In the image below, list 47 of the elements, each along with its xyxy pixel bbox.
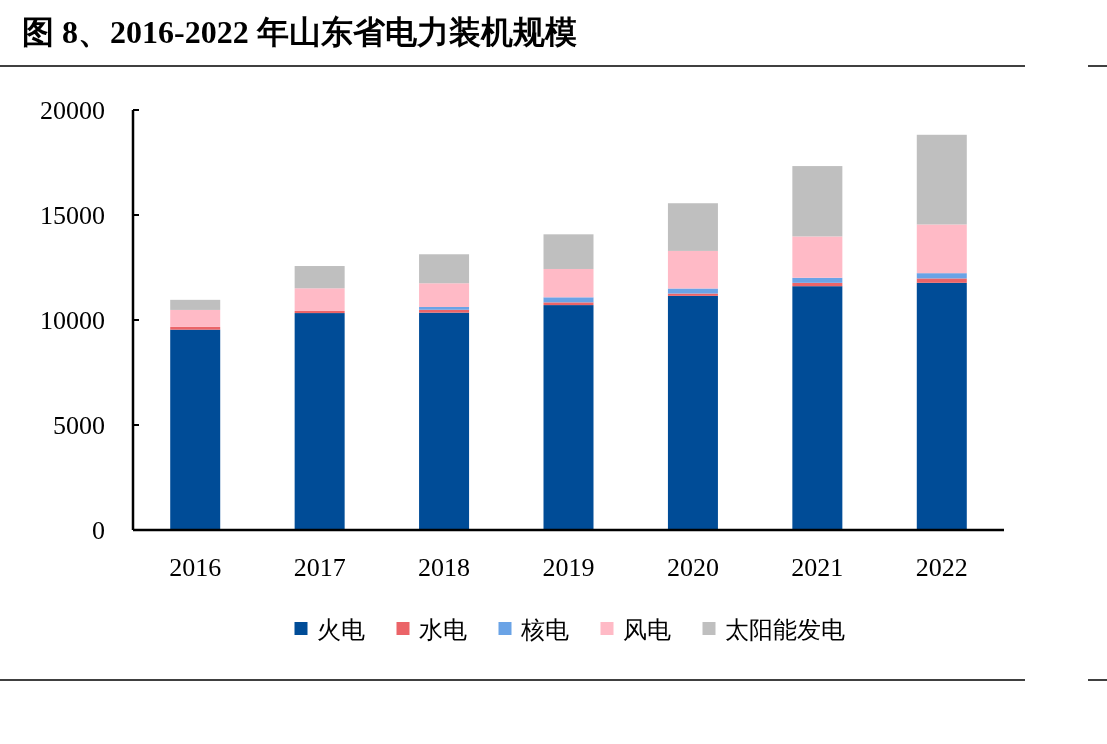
bar (543, 302, 594, 306)
bar (916, 134, 967, 225)
bar (294, 266, 345, 289)
legend-label: 水电 (418, 617, 467, 643)
y-tick-label: 20000 (40, 96, 105, 125)
bar (170, 326, 221, 330)
x-tick-label: 2016 (169, 553, 222, 582)
legend-label: 火电 (316, 617, 365, 643)
bar (792, 286, 843, 530)
bar (543, 234, 594, 269)
bar (667, 288, 718, 294)
x-tick-label: 2017 (293, 553, 346, 582)
bar (170, 309, 221, 327)
bar (294, 288, 345, 311)
legend-label: 太阳能发电 (724, 617, 845, 643)
bar (916, 273, 967, 279)
bar (792, 277, 843, 283)
bar (792, 236, 843, 278)
x-tick-label: 2021 (791, 553, 844, 582)
bar (294, 310, 345, 314)
bar (419, 312, 470, 530)
bar (543, 297, 594, 303)
bar (419, 254, 470, 284)
title: 图 8、2016-2022 年山东省电力装机规模 (22, 14, 577, 50)
bar (543, 305, 594, 530)
x-tick-label: 2022 (915, 553, 968, 582)
y-tick-label: 15000 (40, 201, 105, 230)
bar (170, 299, 221, 310)
x-tick-label: 2019 (542, 553, 595, 582)
x-tick-label: 2020 (666, 553, 719, 582)
bar (667, 250, 718, 289)
bar (792, 166, 843, 237)
legend-label: 核电 (519, 617, 569, 643)
bar (916, 224, 967, 274)
bar (543, 268, 594, 298)
y-tick-label: 5000 (53, 411, 105, 440)
legend-label: 风电 (622, 617, 671, 643)
bar (170, 329, 221, 530)
bar (294, 313, 345, 530)
bar (916, 282, 967, 530)
bar (667, 295, 718, 530)
x-tick-label: 2018 (418, 553, 471, 582)
bar (667, 203, 718, 251)
bar (419, 283, 470, 307)
y-tick-label: 10000 (40, 306, 105, 335)
bar (916, 278, 967, 283)
y-tick-label: 0 (92, 516, 105, 545)
